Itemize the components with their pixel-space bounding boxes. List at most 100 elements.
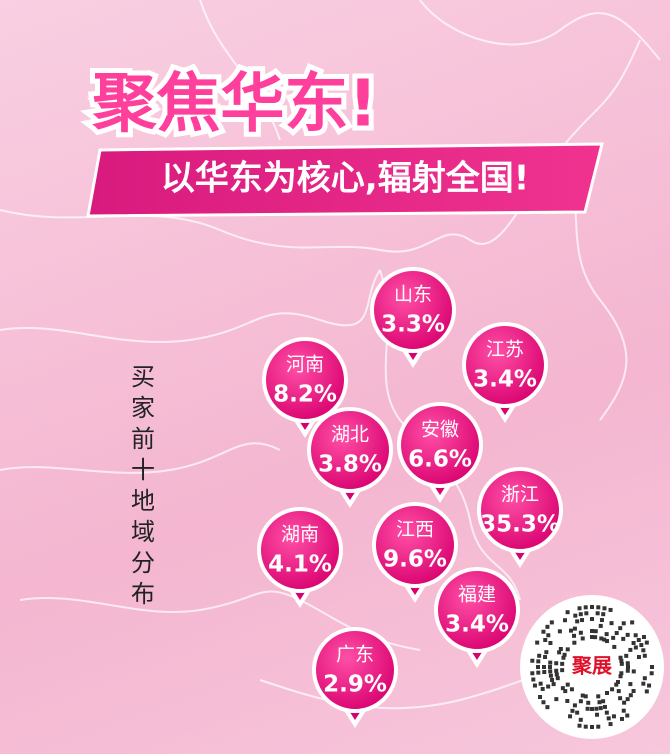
pins: 山东 3.3% 河南 8.2% 江苏 3.4% 湖北 3.8% 安徽 6.6% 浙江 35.3% 湖南 4…	[257, 267, 563, 728]
qr-dot	[538, 695, 543, 699]
qr-dot	[554, 697, 559, 702]
qr-dot	[614, 682, 619, 687]
qr-dot	[583, 724, 588, 729]
qr-dot	[590, 725, 594, 729]
qr-dot	[575, 619, 580, 624]
qr-dot	[644, 689, 649, 694]
pin-circle	[370, 267, 456, 353]
qr-dot	[580, 618, 585, 623]
qr-dot	[610, 687, 615, 692]
qr-dot	[575, 710, 580, 715]
qr-dot	[560, 661, 565, 666]
qr-dot	[601, 612, 606, 617]
qr-dot	[572, 633, 576, 638]
qr-dot	[535, 640, 540, 645]
qr-dot	[636, 655, 641, 660]
qr-dot	[578, 717, 583, 722]
qr-dot	[641, 648, 646, 653]
pin-name: 江西	[396, 519, 434, 541]
qr-dot	[577, 606, 582, 611]
pin-name: 江苏	[486, 339, 524, 361]
qr-dot	[565, 647, 570, 652]
qr-dot	[583, 605, 588, 610]
pin-circle	[262, 337, 348, 423]
qr-dot	[647, 683, 652, 688]
subtitle-banner	[86, 142, 604, 218]
qr-dot	[585, 706, 590, 711]
qr-dot	[642, 653, 647, 658]
qr-dot	[599, 636, 604, 641]
qr-dot	[531, 677, 536, 682]
qr-dot	[537, 653, 542, 658]
qr-dot	[577, 723, 582, 728]
qr-dot	[570, 708, 575, 713]
pin-circle	[397, 402, 483, 488]
qr-dot	[590, 707, 594, 711]
qr-pattern	[530, 605, 654, 729]
qr-dot	[594, 706, 599, 711]
qr-dot	[530, 658, 535, 663]
qr-dot	[562, 652, 567, 657]
title-block: 聚焦华东! 以华东为核心,辐射全国!	[86, 63, 604, 218]
qr-dot	[565, 682, 570, 687]
qr-dot	[596, 694, 601, 699]
pin-value: 3.8%	[318, 452, 382, 478]
qr-logo-bg	[566, 641, 618, 693]
pin: 江西 9.6%	[372, 502, 458, 603]
qr-dot	[596, 605, 601, 610]
qr-dot	[557, 629, 562, 634]
qr-dot	[560, 668, 565, 673]
qr-dot	[628, 682, 633, 687]
qr-dot	[550, 677, 555, 682]
qr-dot	[572, 703, 577, 708]
qr-dot	[536, 670, 541, 675]
qr-dot	[555, 676, 560, 681]
qr-dot	[602, 606, 607, 611]
qr-dot	[602, 704, 607, 709]
pin: 山东 3.3%	[370, 267, 456, 368]
pin-name: 湖北	[331, 424, 369, 446]
qr-dot	[621, 636, 626, 641]
qr-dot	[563, 618, 567, 623]
qr-dot	[578, 699, 583, 704]
qr-dot	[639, 643, 644, 648]
qr-dot	[628, 647, 633, 652]
pin: 福建 3.4%	[434, 567, 520, 668]
qr-dot	[598, 706, 603, 711]
qr-dot	[548, 660, 553, 665]
qr-dot	[554, 668, 559, 673]
qr-dot	[565, 610, 570, 615]
pin-circle	[477, 467, 563, 553]
pin-value: 4.1%	[268, 552, 332, 578]
qr-dot	[593, 635, 598, 640]
qr-dot	[624, 653, 629, 658]
qr-dot	[642, 676, 647, 681]
qr-dot	[572, 626, 577, 631]
pin-name: 广东	[336, 644, 374, 666]
pin-value: 3.4%	[473, 367, 537, 393]
qr-dot	[649, 671, 654, 676]
qr-dot	[540, 686, 545, 691]
qr-dot	[543, 638, 548, 642]
qr-dot	[630, 620, 635, 625]
qr-dot	[618, 696, 623, 701]
qr-dot	[554, 672, 559, 677]
qr-dot	[622, 700, 627, 705]
qr-dot	[536, 665, 540, 669]
pin: 浙江 35.3%	[477, 467, 563, 568]
qr-dot	[644, 640, 649, 645]
pin-name: 安徽	[421, 419, 459, 441]
pin-circle	[434, 567, 520, 653]
qr-dot	[631, 689, 636, 693]
qr-dot	[595, 611, 600, 616]
qr-dot	[606, 716, 611, 721]
qr-dot	[545, 705, 550, 710]
qr-dot	[596, 724, 601, 729]
qr-dot	[572, 640, 577, 645]
qr-logo: 聚展	[571, 654, 612, 678]
qr-dot	[558, 647, 563, 651]
qr-dot	[541, 629, 546, 634]
subtitle: 以华东为核心,辐射全国!	[161, 159, 529, 199]
qr-dot	[625, 668, 630, 673]
